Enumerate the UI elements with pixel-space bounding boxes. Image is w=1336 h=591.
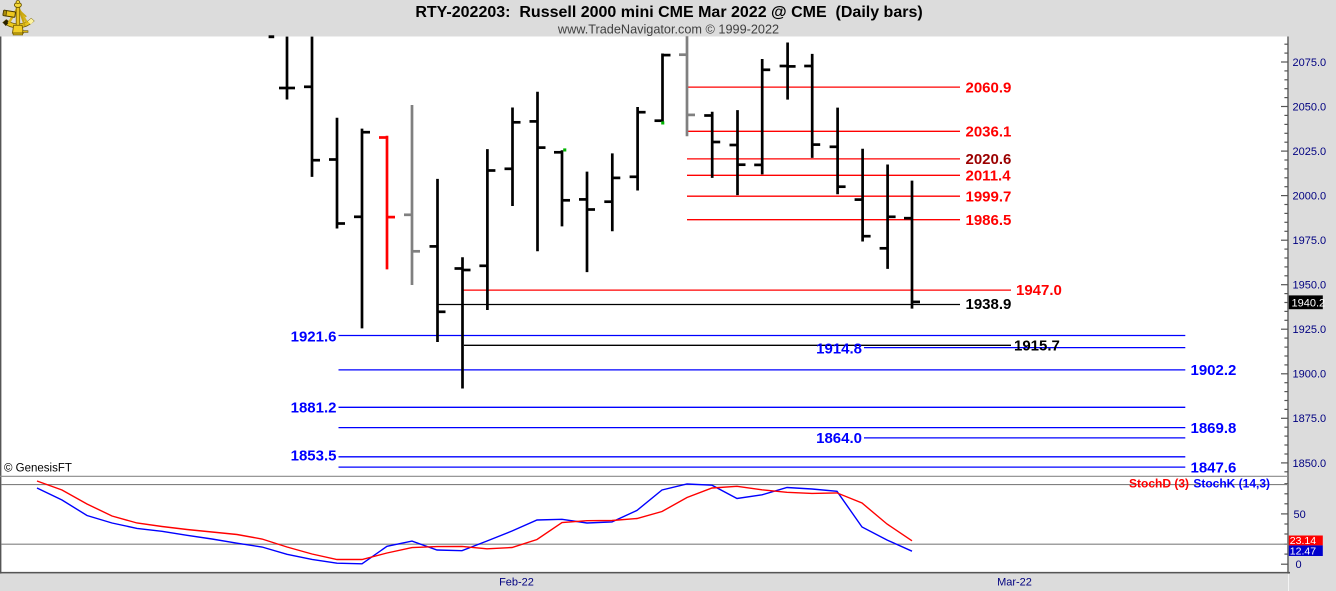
svg-text:www.TradeNavigator.com © 1999-: www.TradeNavigator.com © 1999-2022 (557, 23, 779, 37)
svg-text:1875.0: 1875.0 (1293, 413, 1327, 425)
svg-text:2060.9: 2060.9 (966, 79, 1012, 96)
svg-text:© GenesisFT: © GenesisFT (4, 463, 72, 475)
svg-text:1900.0: 1900.0 (1293, 369, 1327, 381)
svg-text:2011.4: 2011.4 (966, 168, 1012, 185)
svg-text:Mar-22: Mar-22 (997, 577, 1032, 589)
svg-text:1902.2: 1902.2 (1191, 362, 1237, 379)
svg-text:2036.1: 2036.1 (966, 124, 1012, 141)
svg-text:1938.9: 1938.9 (966, 296, 1012, 313)
svg-text:2000.0: 2000.0 (1293, 191, 1327, 203)
svg-text:1864.0: 1864.0 (816, 430, 862, 447)
svg-text:1986.5: 1986.5 (966, 212, 1012, 229)
svg-text:1940.2: 1940.2 (1292, 297, 1326, 309)
svg-text:1914.8: 1914.8 (816, 341, 862, 358)
svg-text:1947.0: 1947.0 (1016, 282, 1062, 299)
svg-text:1850.0: 1850.0 (1293, 458, 1327, 470)
svg-text:1847.6: 1847.6 (1191, 459, 1237, 476)
svg-text:StochD (3): StochD (3) (1129, 477, 1189, 491)
svg-text:50: 50 (1294, 509, 1306, 521)
svg-text:1915.7: 1915.7 (1014, 337, 1060, 354)
svg-text:Feb-22: Feb-22 (499, 577, 534, 589)
svg-text:1881.2: 1881.2 (291, 400, 337, 417)
svg-text:23.14: 23.14 (1290, 535, 1316, 547)
svg-text:1869.8: 1869.8 (1191, 420, 1237, 437)
svg-text:2075.0: 2075.0 (1293, 57, 1327, 69)
svg-text:1925.0: 1925.0 (1293, 324, 1327, 336)
svg-text:1999.7: 1999.7 (966, 188, 1012, 205)
svg-text:2020.6: 2020.6 (966, 151, 1012, 168)
svg-text:StochK (14,3): StochK (14,3) (1193, 477, 1270, 491)
svg-text:RTY-202203: Russell 2000 mini: RTY-202203: Russell 2000 mini CME Mar 20… (415, 4, 922, 21)
svg-text:2050.0: 2050.0 (1293, 101, 1327, 113)
svg-text:1921.6: 1921.6 (291, 329, 337, 346)
svg-text:1975.0: 1975.0 (1293, 235, 1327, 247)
svg-text:0: 0 (1296, 559, 1302, 571)
svg-text:2025.0: 2025.0 (1293, 146, 1327, 158)
svg-text:12.47: 12.47 (1290, 546, 1316, 558)
svg-text:1950.0: 1950.0 (1293, 280, 1327, 292)
svg-text:1853.5: 1853.5 (291, 448, 337, 465)
